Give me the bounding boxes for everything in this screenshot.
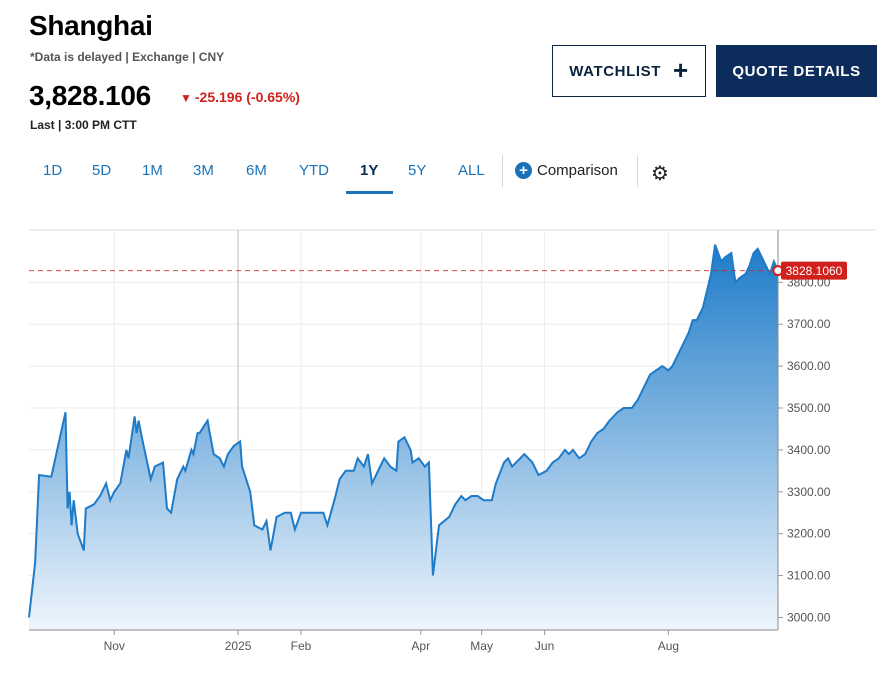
tab-6m[interactable]: 6M [246,162,267,179]
tab-divider [637,155,638,187]
plus-icon: + [672,55,689,85]
last-updated: Last | 3:00 PM CTT [30,118,137,132]
x-tick-label: Jun [535,639,554,653]
comparison-label: Comparison [537,162,618,179]
tab-5d[interactable]: 5D [92,162,112,179]
tab-3m[interactable]: 3M [193,162,214,179]
x-tick-label: Aug [658,639,679,653]
x-tick-label: Nov [104,639,125,653]
watchlist-label: WATCHLIST [569,62,661,80]
x-tick-label: Apr [411,639,430,653]
tab-divider [502,155,503,187]
y-tick-label: 3700.00 [787,317,831,331]
tab-1d[interactable]: 1D [43,162,63,179]
price-change: ▼ -25.196 (-0.65%) [180,89,300,105]
add-circle-icon: + [515,162,532,179]
last-price-badge [781,261,847,280]
price-line [28,244,779,618]
y-tick-label: 3300.00 [787,485,831,499]
quote-details-button[interactable]: QUOTE DETAILS [716,45,877,97]
active-tab-underline [346,191,393,194]
x-tick-label: Feb [291,639,312,653]
y-tick-label: 3600.00 [787,359,831,373]
data-delay-note: *Data is delayed | Exchange | CNY [30,50,225,64]
tab-1m[interactable]: 1M [142,162,163,179]
price-area [29,244,778,630]
y-tick-label: 3100.00 [787,569,831,583]
last-price-label: 3828.1060 [786,264,843,278]
tab-ytd[interactable]: YTD [299,162,329,179]
range-tabs: 1D 5D 1M 3M 6M YTD 1Y 5Y ALL + Compariso… [0,150,895,196]
y-tick-label: 3400.00 [787,443,831,457]
watchlist-button[interactable]: WATCHLIST + [552,45,706,97]
tab-1y[interactable]: 1Y [360,162,379,179]
page-title: Shanghai [29,10,153,41]
gear-icon[interactable]: ⚙ [651,163,669,185]
last-price: 3,828.106 [29,80,151,111]
price-change-value: -25.196 (-0.65%) [194,89,300,105]
tab-all[interactable]: ALL [458,162,485,179]
y-tick-label: 3500.00 [787,401,831,415]
tab-5y[interactable]: 5Y [408,162,427,179]
y-tick-label: 3200.00 [787,527,831,541]
x-tick-label: 2025 [225,639,252,653]
y-tick-label: 3000.00 [787,610,831,624]
comparison-button[interactable]: + Comparison [515,162,618,179]
x-tick-label: May [470,639,493,653]
down-arrow-icon: ▼ [180,91,192,105]
